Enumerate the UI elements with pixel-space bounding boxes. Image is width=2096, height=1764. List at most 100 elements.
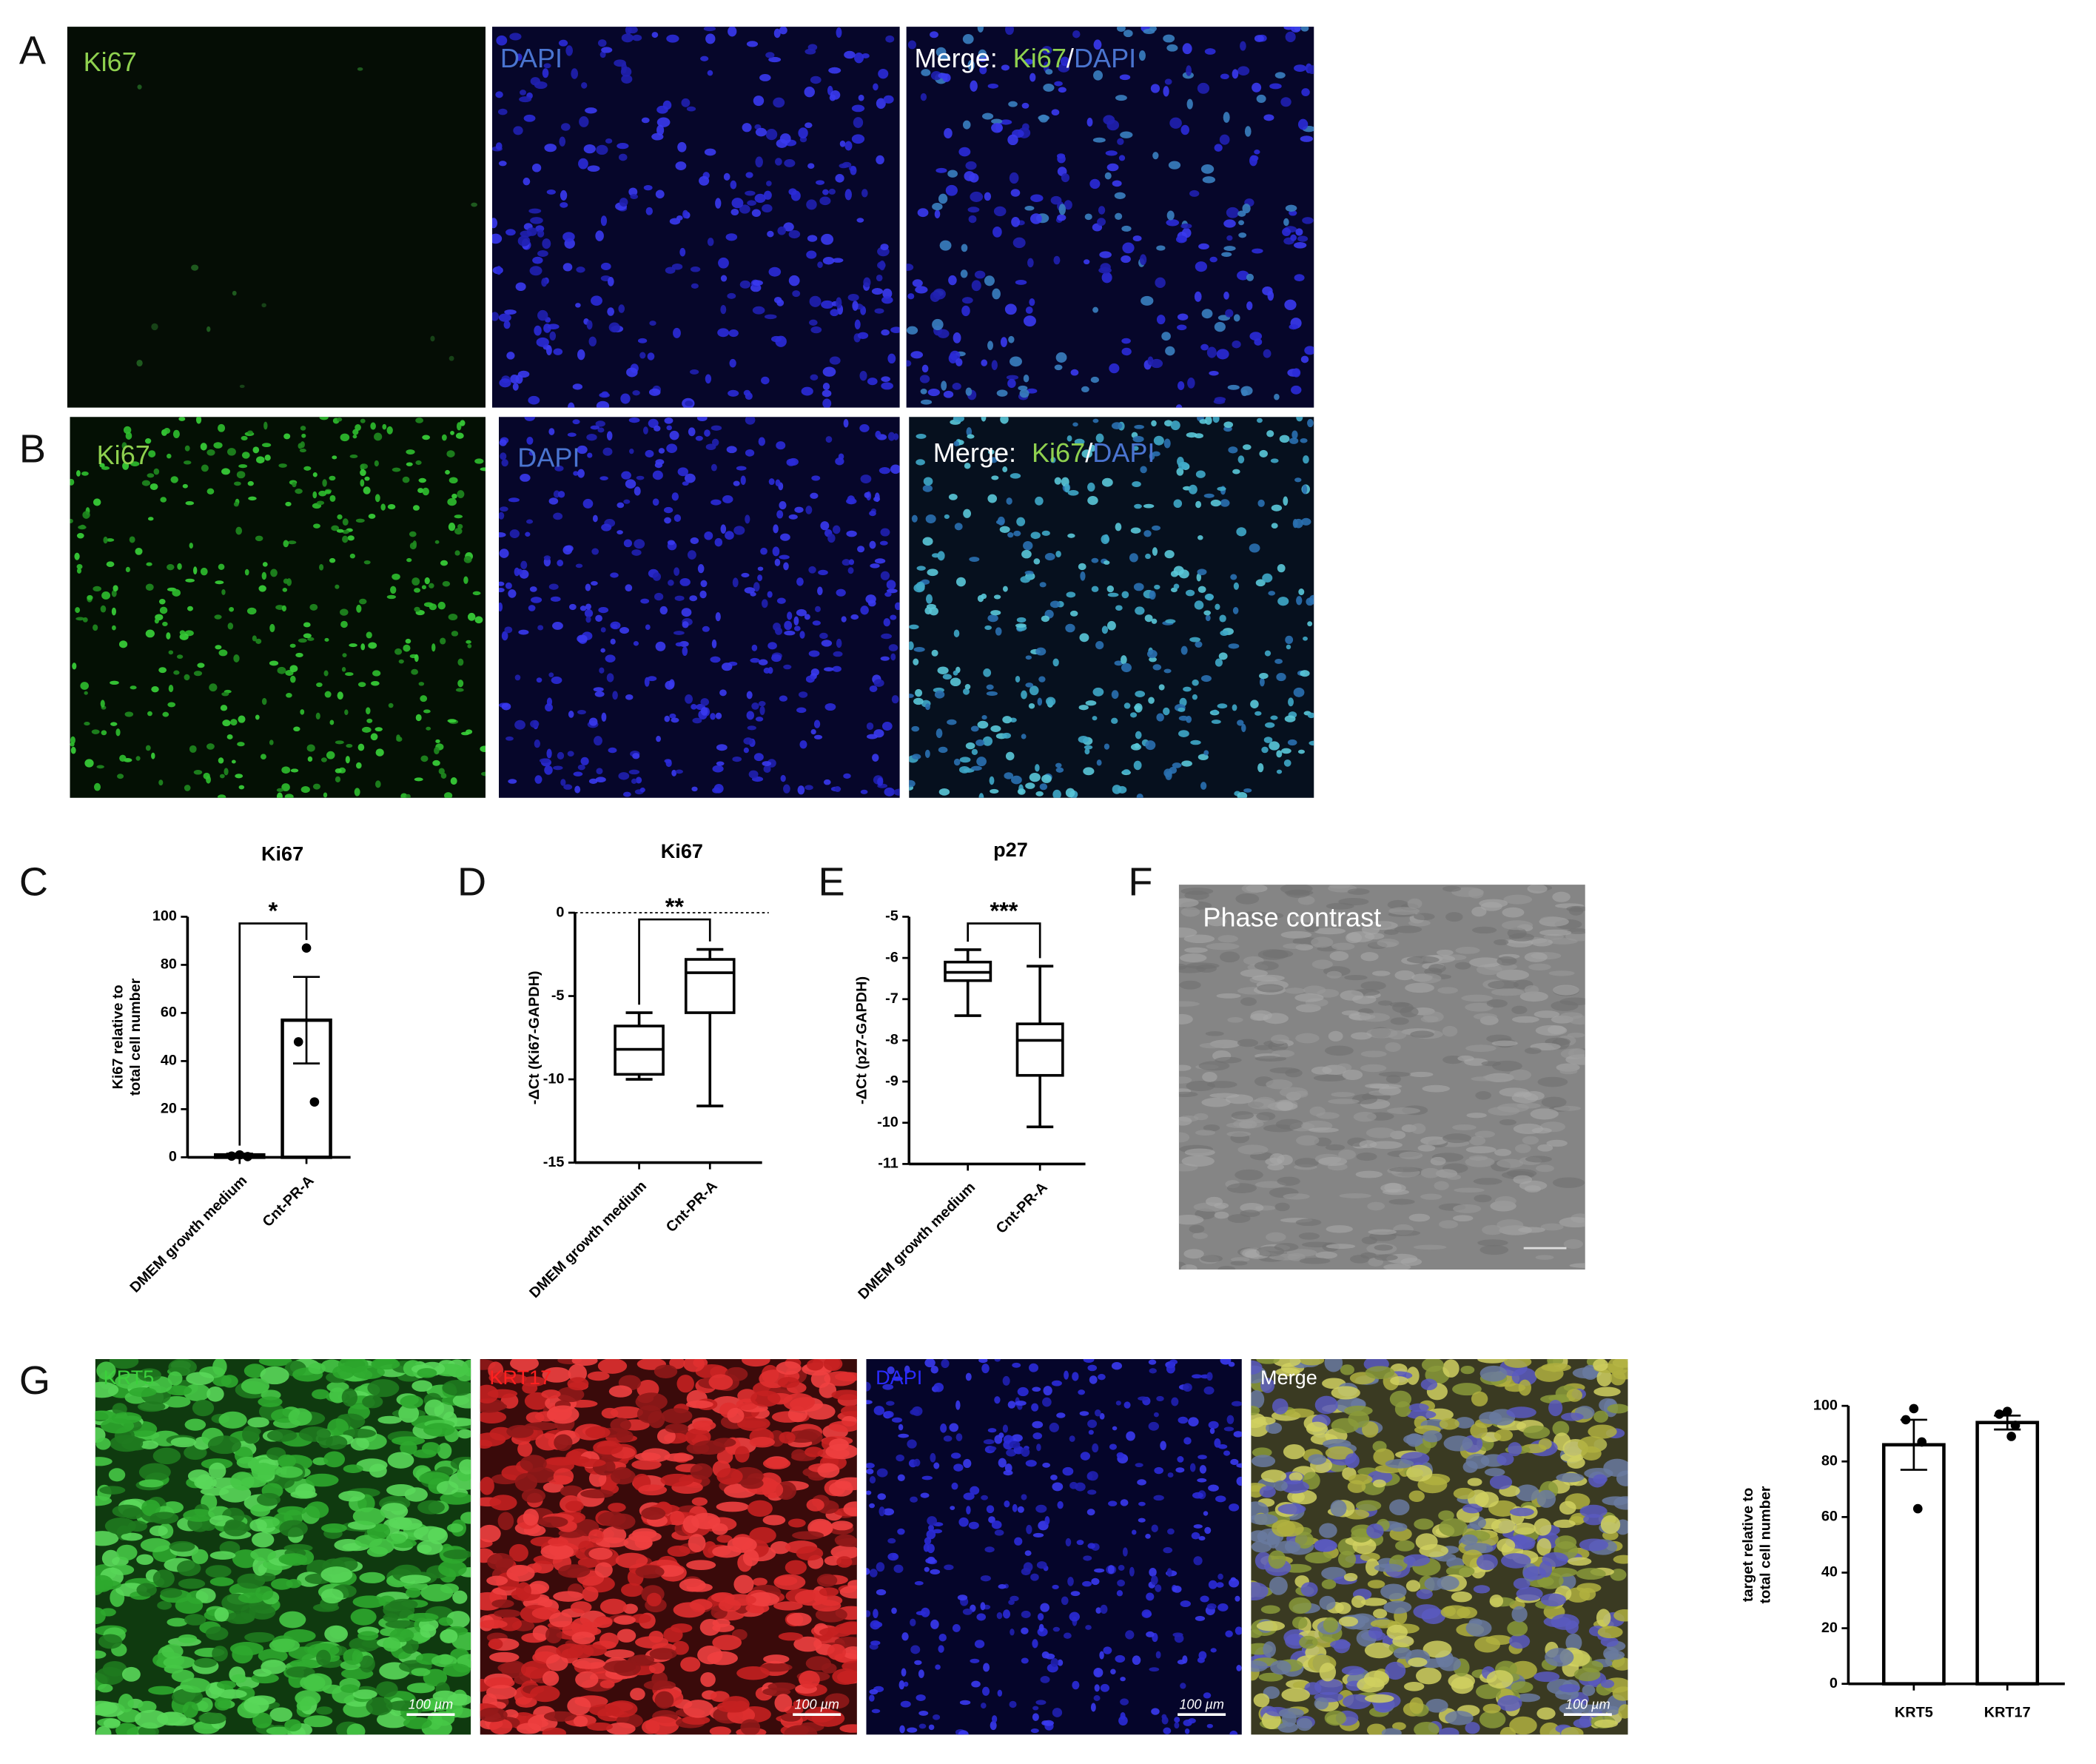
- cell: [362, 1395, 383, 1409]
- cell: [374, 494, 380, 503]
- cell: [1166, 1364, 1175, 1374]
- cell: [218, 757, 224, 764]
- cell: [858, 94, 864, 101]
- cell: [1263, 737, 1273, 743]
- cell: [189, 543, 193, 549]
- cell: [853, 117, 864, 128]
- cell: [214, 1697, 232, 1711]
- cell: [617, 142, 629, 150]
- cell: [1283, 496, 1289, 506]
- cell: [632, 1528, 657, 1540]
- cell: [932, 203, 943, 211]
- cell: [1523, 1425, 1551, 1439]
- cell: [329, 475, 336, 481]
- cell: [1064, 200, 1072, 210]
- cell: [854, 52, 864, 64]
- cell: [1439, 1418, 1460, 1430]
- cell: [1153, 435, 1164, 446]
- cell: [1593, 1474, 1608, 1484]
- cell: [480, 745, 486, 753]
- cell: [1322, 1438, 1351, 1449]
- cell: [1155, 1651, 1161, 1659]
- cell: [879, 540, 888, 546]
- cell: [1576, 1583, 1602, 1593]
- cell: [1183, 686, 1192, 692]
- cell: [990, 457, 998, 463]
- cell: [987, 494, 998, 503]
- cell: [1273, 1358, 1301, 1367]
- cell: [357, 743, 365, 751]
- cell: [755, 717, 764, 722]
- cell: [1511, 1606, 1528, 1623]
- cell: [1279, 1087, 1309, 1098]
- cell: [595, 777, 606, 783]
- cell: [1251, 1390, 1265, 1409]
- cell: [1300, 27, 1309, 32]
- cell: [635, 777, 642, 784]
- cell: [722, 495, 733, 503]
- cell: [830, 1520, 853, 1531]
- cell: [1380, 1583, 1407, 1600]
- cell: [711, 438, 719, 446]
- cell: [947, 719, 957, 725]
- cell: [1263, 114, 1274, 121]
- cell: [414, 654, 419, 663]
- cell: [869, 1475, 876, 1484]
- cell: [585, 616, 591, 623]
- cell: [652, 470, 663, 480]
- cell: [1568, 906, 1584, 916]
- cell: [1374, 1244, 1394, 1251]
- cell: [1530, 1108, 1559, 1120]
- cell: [759, 1663, 793, 1672]
- cell: [1149, 657, 1157, 663]
- cell: [342, 529, 350, 534]
- cell: [565, 545, 574, 552]
- cell: [1011, 217, 1021, 227]
- cell: [1166, 219, 1180, 227]
- cell: [780, 533, 790, 541]
- cell: [1465, 1722, 1480, 1734]
- cell: [621, 74, 633, 84]
- cell: [832, 1668, 857, 1685]
- cell: [819, 1587, 839, 1597]
- cell: [315, 712, 320, 720]
- cell: [728, 389, 739, 397]
- cell: [810, 728, 816, 735]
- cell: [733, 480, 740, 486]
- cell: [1094, 1684, 1100, 1692]
- cell: [689, 595, 698, 602]
- cell: [385, 1620, 417, 1629]
- cell: [1030, 194, 1044, 202]
- cell: [1032, 1432, 1043, 1440]
- cell: [1206, 1081, 1237, 1088]
- cell: [920, 388, 927, 395]
- cell: [1307, 418, 1314, 428]
- cell: [873, 729, 884, 738]
- cell: [1337, 1550, 1357, 1568]
- cell: [352, 1689, 377, 1700]
- cell: [1281, 1688, 1311, 1702]
- cell: [914, 1660, 922, 1666]
- cell: [936, 728, 943, 739]
- cell: [151, 752, 155, 759]
- cell: [773, 1574, 806, 1590]
- cell: [542, 238, 551, 249]
- cell: [514, 674, 521, 681]
- cell: [866, 722, 874, 731]
- cell: [326, 751, 335, 759]
- cell: [602, 1526, 627, 1544]
- cell: [1147, 356, 1154, 366]
- cell: [1296, 1135, 1320, 1146]
- y-tick-label: 0: [1830, 1675, 1838, 1691]
- cell: [962, 1609, 973, 1615]
- cell: [420, 695, 428, 702]
- cell: [283, 540, 289, 548]
- cell: [683, 1358, 705, 1372]
- cell: [323, 1451, 346, 1468]
- cell: [1017, 1506, 1024, 1513]
- cell: [634, 486, 641, 496]
- cell: [1062, 1466, 1074, 1476]
- cell: [1201, 1097, 1231, 1107]
- y-tick-label: 80: [161, 956, 177, 973]
- cell: [1104, 172, 1112, 180]
